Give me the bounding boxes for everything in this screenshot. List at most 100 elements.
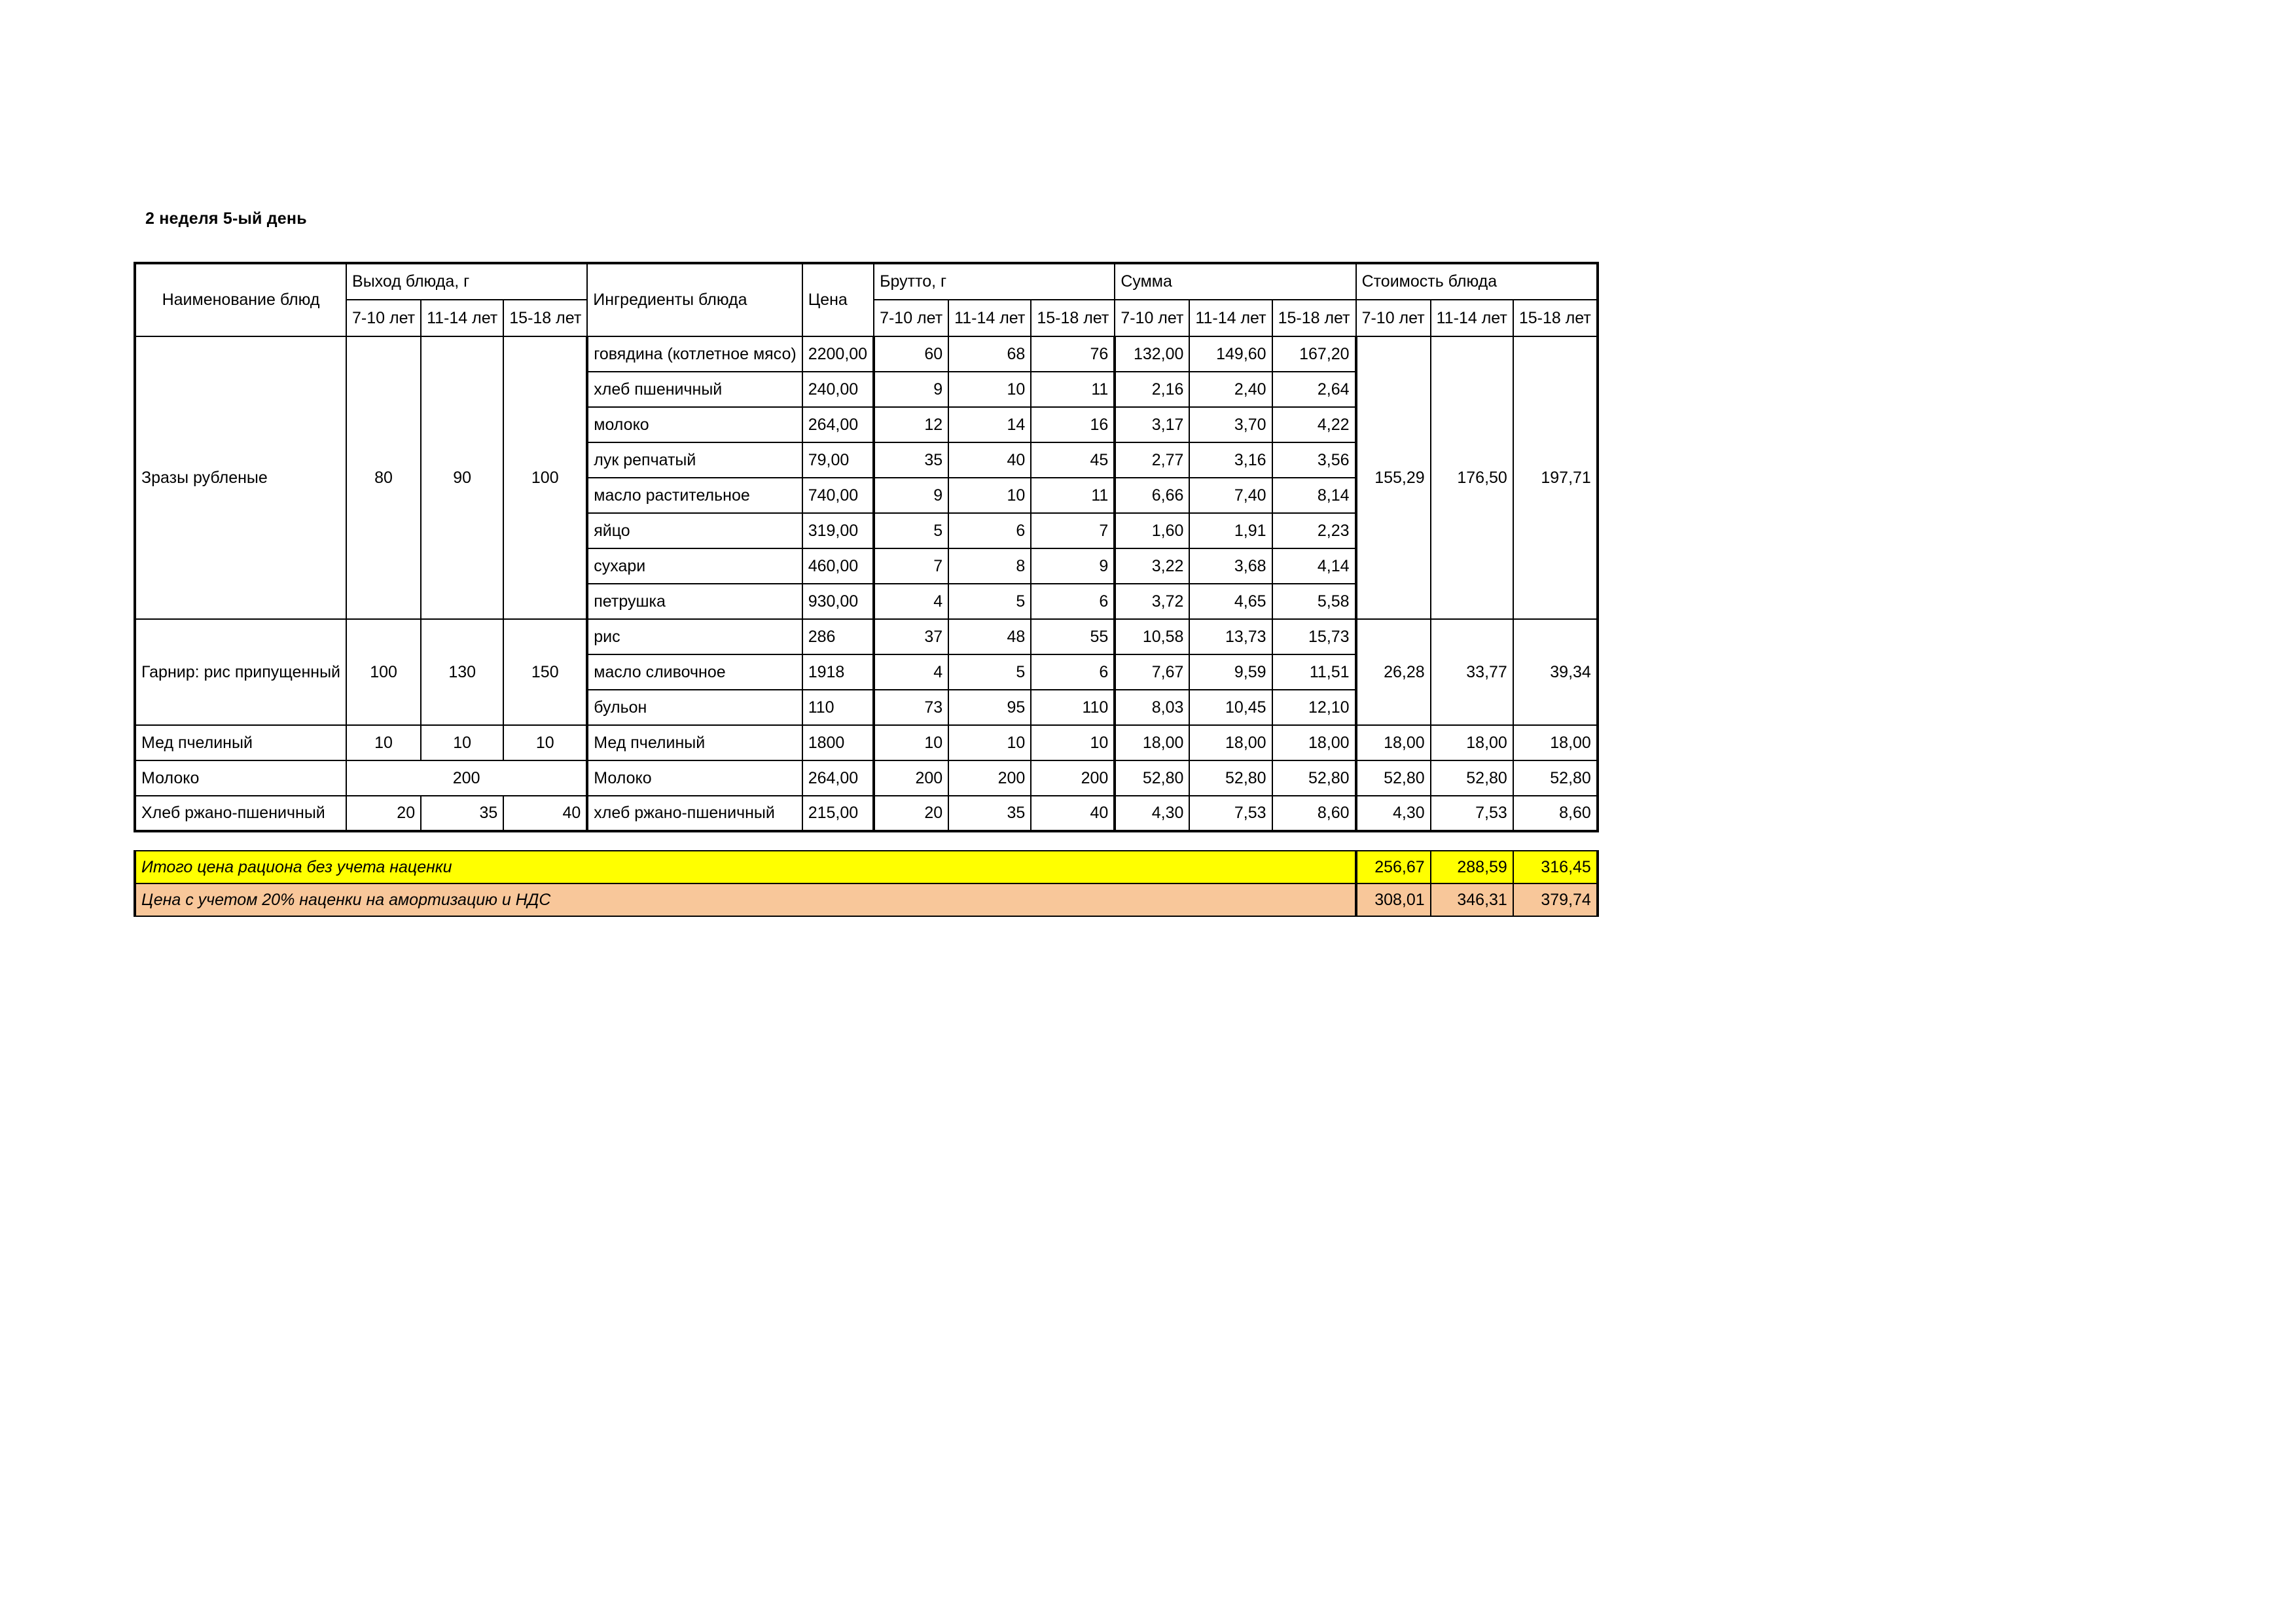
ingredient-price-cell: 215,00 [801,795,875,832]
gross-cell-11-14 лет: 5 [948,583,1032,620]
menu-cost-table: Наименование блюд Выход блюда, г Ингреди… [133,262,1599,917]
gross-cell-7-10 лет: 4 [872,583,950,620]
ingredient-price-cell: 110 [801,689,875,726]
sum-cell-7-10 лет: 52,80 [1113,760,1191,796]
ingredient-price-cell: 930,00 [801,583,875,620]
ingredient-price-cell: 2200,00 [801,336,875,372]
cost-cell-11-14 лет: 176,50 [1429,336,1514,620]
ingredient-name-cell: говядина (котлетное мясо) [586,336,803,372]
gross-cell-15-18 лет: 7 [1030,512,1116,549]
sum-cell-7-10 лет: 8,03 [1113,689,1191,726]
dish-name-cell: Хлеб ржано-пшеничный [133,795,348,832]
gross-cell-7-10 лет: 73 [872,689,950,726]
summary-label: Итого цена рациона без учета наценки [134,850,1357,884]
ingredient-price-cell: 1918 [801,654,875,690]
sum-cell-7-10 лет: 3,22 [1113,548,1191,584]
sum-cell-11-14 лет: 3,16 [1189,442,1273,478]
sum-cell-11-14 лет: 13,73 [1189,618,1273,655]
table-row: Хлеб ржано-пшеничный 20 35 40 хлеб ржано-пше… [133,795,1599,832]
sum-cell-7-10 лет: 6,66 [1113,477,1191,514]
cost-cell-7-10 лет: 52,80 [1354,760,1431,796]
summary-row: Цена с учетом 20% наценки на амортизацию… [134,883,1599,917]
ingredient-price-cell: 79,00 [801,442,875,478]
summary-value-11-14 лет: 288,59 [1429,850,1514,884]
sum-cell-15-18 лет: 15,73 [1271,618,1357,655]
gross-cell-11-14 лет: 35 [948,795,1032,832]
sum-cell-11-14 лет: 7,53 [1189,795,1273,832]
gross-cell-15-18 лет: 11 [1030,477,1116,514]
table-body: Зразы рубленые 80 90 100 говядина (котлетное… [133,336,1599,917]
sum-cell-15-18 лет: 5,58 [1271,583,1357,620]
page-title: 2 неделя 5-ый день [145,209,307,228]
dish-yield-7-10 лет: 10 [346,724,422,761]
gross-cell-15-18 лет: 16 [1030,406,1116,443]
dish-yield-15-18 лет: 150 [503,618,588,726]
sum-cell-15-18 лет: 8,60 [1271,795,1357,832]
header-sum-15-18: 15-18 лет [1271,299,1357,337]
dish-yield-15-18 лет: 100 [503,336,588,620]
gross-cell-15-18 лет: 6 [1030,654,1116,690]
ingredient-name-cell: хлеб пшеничный [586,371,803,408]
sum-cell-7-10 лет: 10,58 [1113,618,1191,655]
summary-row: Итого цена рациона без учета наценки 256,… [134,850,1599,884]
summary-value-11-14 лет: 346,31 [1429,883,1514,917]
gross-cell-11-14 лет: 48 [948,618,1032,655]
ingredient-name-cell: Молоко [586,760,803,796]
table-row: сухари 460,00 7 8 9 3,22 3,68 4,14 [135,548,1598,584]
sum-cell-11-14 лет: 18,00 [1189,724,1273,761]
summary-value-15-18 лет: 316,45 [1512,850,1599,884]
sum-cell-15-18 лет: 167,20 [1271,336,1357,372]
sum-cell-7-10 лет: 1,60 [1113,512,1191,549]
table-row: яйцо 319,00 5 6 7 1,60 1,91 2,23 [135,512,1598,549]
sum-cell-11-14 лет: 10,45 [1189,689,1273,726]
table-header: Наименование блюд Выход блюда, г Ингреди… [133,262,1599,337]
ingredient-name-cell: молоко [586,406,803,443]
gross-cell-7-10 лет: 20 [872,795,950,832]
gross-cell-7-10 лет: 7 [872,548,950,584]
dish-yield-11-14 лет: 35 [420,795,505,832]
gross-cell-11-14 лет: 40 [948,442,1032,478]
cost-cell-15-18 лет: 197,71 [1512,336,1599,620]
ingredient-name-cell: рис [586,618,803,655]
gross-cell-7-10 лет: 200 [872,760,950,796]
gross-cell-15-18 лет: 76 [1030,336,1116,372]
ingredient-name-cell: Мед пчелиный [586,724,803,761]
gross-cell-15-18 лет: 55 [1030,618,1116,655]
ingredient-price-cell: 740,00 [801,477,875,514]
sum-cell-11-14 лет: 4,65 [1189,583,1273,620]
ingredient-price-cell: 319,00 [801,512,875,549]
gross-cell-15-18 лет: 200 [1030,760,1116,796]
dish-name-cell: Гарнир: рис припущенный [133,618,348,726]
header-gross-15-18: 15-18 лет [1030,299,1116,337]
sum-cell-7-10 лет: 3,17 [1113,406,1191,443]
gross-cell-7-10 лет: 9 [872,477,950,514]
sum-cell-11-14 лет: 2,40 [1189,371,1273,408]
summary-value-7-10 лет: 256,67 [1354,850,1431,884]
cost-cell-15-18 лет: 8,60 [1512,795,1599,832]
gross-cell-11-14 лет: 10 [948,371,1032,408]
dish-yield-merged: 200 [346,760,588,796]
gross-cell-7-10 лет: 35 [872,442,950,478]
gross-cell-11-14 лет: 10 [948,724,1032,761]
sum-cell-15-18 лет: 18,00 [1271,724,1357,761]
header-sum: Сумма [1114,262,1357,300]
gross-cell-11-14 лет: 8 [948,548,1032,584]
gross-cell-15-18 лет: 110 [1030,689,1116,726]
table-row: масло сливочное 1918 4 5 6 7,67 9,59 11,51 [135,654,1598,690]
cost-cell-11-14 лет: 52,80 [1429,760,1514,796]
gross-cell-11-14 лет: 200 [948,760,1032,796]
header-gross-7-10: 7-10 лет [873,299,950,337]
summary-value-7-10 лет: 308,01 [1354,883,1431,917]
ingredient-price-cell: 460,00 [801,548,875,584]
sum-cell-15-18 лет: 52,80 [1271,760,1357,796]
cost-cell-15-18 лет: 18,00 [1512,724,1599,761]
ingredient-name-cell: петрушка [586,583,803,620]
sum-cell-11-14 лет: 3,70 [1189,406,1273,443]
gross-cell-15-18 лет: 6 [1030,583,1116,620]
header-cost-7-10: 7-10 лет [1355,299,1431,337]
header-price: Цена [801,262,875,336]
header-gross-11-14: 11-14 лет [948,299,1032,337]
ingredient-name-cell: хлеб ржано-пшеничный [586,795,803,832]
gross-cell-7-10 лет: 12 [872,406,950,443]
sum-cell-11-14 лет: 3,68 [1189,548,1273,584]
